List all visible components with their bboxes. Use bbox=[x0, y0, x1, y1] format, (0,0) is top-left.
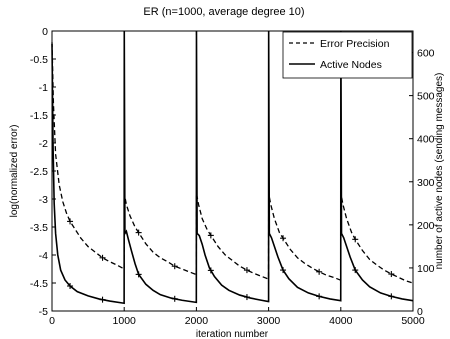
legend: Error Precision Active Nodes bbox=[282, 31, 413, 79]
x-tick-label: 5000 bbox=[401, 315, 425, 327]
y-axis-right: 0 100 200 300 400 500 600 bbox=[409, 48, 435, 318]
y-right-tick-label: 600 bbox=[417, 48, 435, 60]
y-right-tick-label: 500 bbox=[417, 91, 435, 103]
y-left-tick-label: -1 bbox=[39, 82, 48, 94]
x-tick-label: 1000 bbox=[113, 315, 137, 327]
y-axis-label-left: log(normalized error) bbox=[9, 125, 20, 218]
y-left-tick-label: -4 bbox=[39, 250, 48, 262]
y-right-tick-label: 400 bbox=[417, 134, 435, 146]
y-left-tick-label: 0 bbox=[42, 26, 48, 38]
y-left-tick-label: -3.5 bbox=[30, 222, 48, 234]
y-axis-left: 0 -0.5 -1 -1.5 -2 -2.5 -3 -3.5 -4 -4.5 -5 bbox=[30, 26, 56, 318]
x-tick-label: 4000 bbox=[329, 315, 353, 327]
y-left-tick-label: -0.5 bbox=[30, 54, 48, 66]
y-left-tick-label: -2 bbox=[39, 138, 48, 150]
legend-label-error-precision: Error Precision bbox=[320, 38, 390, 50]
y-left-tick-label: -1.5 bbox=[30, 110, 48, 122]
y-axis-label-right: number of active nodes (sending messages… bbox=[434, 73, 445, 270]
series-line-error-precision bbox=[51, 42, 414, 284]
y-left-tick-label: -5 bbox=[39, 306, 48, 318]
y-right-tick-label: 300 bbox=[417, 177, 435, 189]
x-tick-label: 2000 bbox=[185, 315, 209, 327]
x-tick-label: 0 bbox=[49, 315, 55, 327]
y-left-tick-label: -2.5 bbox=[30, 166, 48, 178]
chart-title: ER (n=1000, average degree 10) bbox=[143, 6, 304, 18]
y-right-tick-label: 200 bbox=[417, 220, 435, 232]
y-right-tick-label: 0 bbox=[417, 306, 423, 318]
legend-label-active-nodes: Active Nodes bbox=[320, 59, 382, 71]
x-axis: 0 1000 2000 3000 4000 5000 bbox=[49, 31, 425, 327]
y-right-tick-label: 100 bbox=[417, 263, 435, 275]
x-axis-label: iteration number bbox=[196, 329, 269, 339]
y-left-tick-label: -3 bbox=[39, 194, 48, 206]
legend-box bbox=[282, 31, 413, 79]
series-layer bbox=[51, 30, 414, 305]
y-left-tick-label: -4.5 bbox=[30, 278, 48, 290]
x-tick-label: 3000 bbox=[257, 315, 281, 327]
